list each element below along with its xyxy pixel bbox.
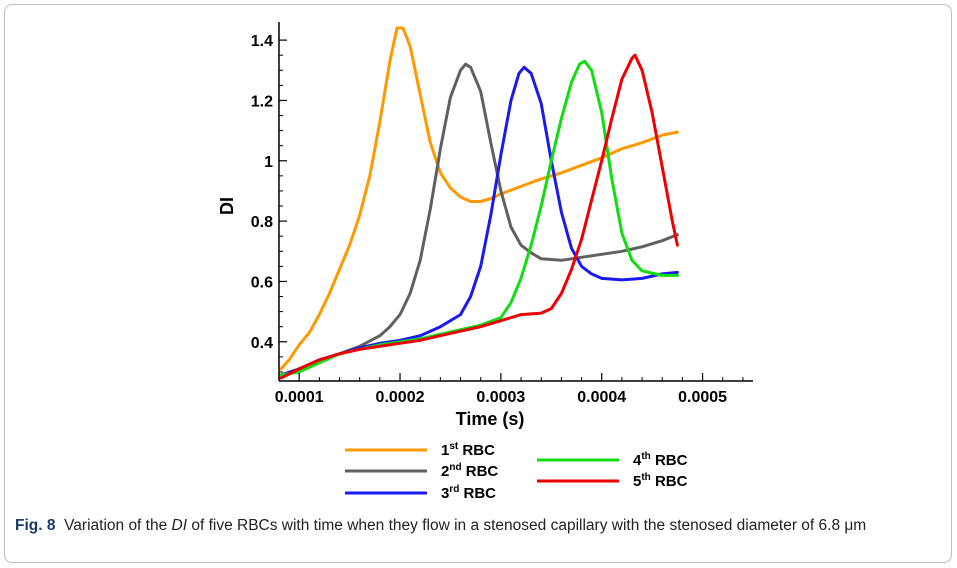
caption-label: Fig. 8: [15, 517, 56, 534]
y-tick-label: 1.2: [251, 93, 273, 110]
caption-text-start: Variation of the: [64, 517, 172, 534]
x-tick-label: 0.0004: [577, 389, 626, 406]
caption-text-end: of five RBCs with time when they flow in…: [187, 517, 867, 534]
x-tick-label: 0.0001: [275, 389, 324, 406]
legend-label-1: 1st RBC: [441, 441, 495, 459]
figure-frame: [4, 4, 952, 563]
series-line-5: [279, 53, 679, 380]
y-tick-label: 1: [264, 154, 273, 171]
legend-label-5: 5th RBC: [633, 472, 688, 490]
x-tick-label: 0.0002: [376, 389, 425, 406]
legend-label-4: 4th RBC: [633, 451, 688, 469]
chart-legend: 1st RBC 2nd RBC 3rd RBC 4th RBC 5th RBC: [345, 441, 688, 502]
y-axis-title: DI: [217, 197, 237, 215]
y-tick-label: 0.6: [251, 274, 273, 291]
x-axis-title: Time (s): [456, 409, 525, 429]
series-line-1: [279, 26, 679, 371]
legend-label-3: 3rd RBC: [441, 484, 496, 502]
legend-label-2: 2nd RBC: [441, 462, 498, 480]
chart-axes: [278, 22, 753, 382]
series-line-2: [279, 62, 679, 377]
series-lines: [279, 26, 679, 380]
series-line-3: [279, 65, 679, 377]
caption-text-italic: DI: [171, 517, 188, 534]
y-tick-label: 0.4: [251, 335, 273, 352]
line-chart: 0.0001 0.0002 0.0003 0.0004 0.0005 0.4 0.6 0.8 1…: [217, 22, 753, 502]
x-tick-label: 0.0003: [476, 389, 525, 406]
x-tick-label: 0.0005: [678, 389, 727, 406]
y-tick-label: 1.4: [251, 33, 273, 50]
figure-caption: Fig. 8 Variation of the DI of five RBCs …: [15, 515, 935, 537]
y-tick-label: 0.8: [251, 214, 273, 231]
chart-ticks: 0.0001 0.0002 0.0003 0.0004 0.0005 0.4 0.6 0.8 1…: [251, 33, 744, 406]
